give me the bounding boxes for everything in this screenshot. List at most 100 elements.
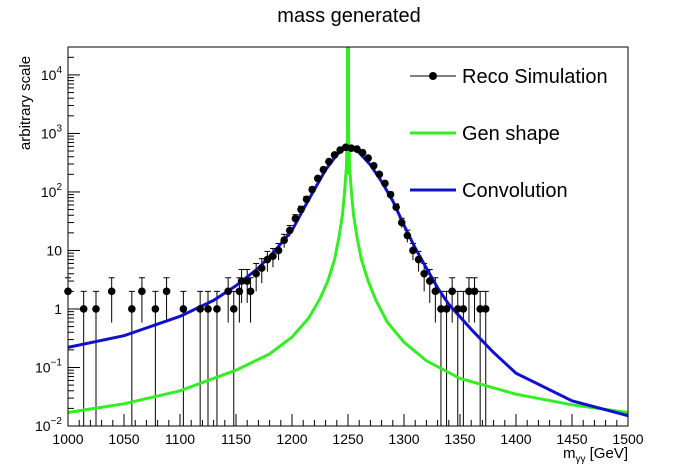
x-axis-label-sub: γγ [575, 454, 585, 465]
y-tick-label: 10−1 [35, 357, 62, 375]
y-tick-label: 1 [54, 301, 62, 317]
reco-point [204, 305, 212, 313]
reco-point [341, 143, 350, 152]
y-tick-label: 103 [41, 123, 63, 141]
legend-label: Convolution [462, 180, 568, 202]
reco-point [224, 287, 232, 296]
x-axis-label: mγγ [GeV] [563, 445, 628, 465]
reco-point [347, 144, 356, 152]
reco-point [237, 277, 246, 285]
x-tick-label: 1050 [108, 431, 139, 447]
reco-point [381, 179, 389, 188]
y-tick-label: 104 [41, 65, 63, 83]
reco-point [257, 264, 266, 272]
reco-point [252, 269, 260, 278]
reco-point [470, 287, 479, 296]
reco-point [128, 305, 136, 313]
reco-point [92, 305, 100, 313]
plot-area [64, 46, 629, 426]
y-tick-base: 10 [46, 242, 62, 258]
y-tick-base: 1 [54, 301, 62, 317]
reco-point [179, 305, 188, 313]
reco-point [263, 255, 272, 264]
reco-point [274, 246, 283, 255]
reco-point [336, 146, 344, 154]
reco-point [476, 305, 484, 313]
reco-point [325, 157, 333, 166]
x-axis-label-main: m [563, 445, 576, 462]
x-tick-label: 1000 [52, 431, 83, 447]
reco-point [358, 148, 367, 157]
y-tick-base: 10 [41, 184, 57, 200]
reco-point [481, 305, 490, 313]
reco-point [285, 226, 294, 235]
x-tick-label: 1450 [556, 431, 587, 447]
y-tick-label: 10−2 [35, 416, 62, 434]
reco-point [302, 195, 311, 204]
legend: Reco Simulation Gen shape Convolution [410, 66, 608, 202]
reco-point [107, 287, 116, 296]
reco-point [330, 151, 339, 159]
x-tick-label: 1350 [444, 431, 475, 447]
reco-point [392, 203, 400, 211]
reco-point [369, 161, 378, 170]
x-tick-label: 1500 [612, 431, 643, 447]
x-tick-label: 1100 [165, 431, 195, 447]
reco-point [196, 305, 204, 313]
reco-point [403, 231, 412, 240]
reco-point [420, 269, 428, 278]
reco-point [246, 287, 255, 296]
reco-point [431, 287, 440, 296]
y-tick-exponent: 4 [56, 65, 62, 76]
reco-point [269, 252, 277, 260]
reco-point [319, 165, 328, 174]
reco-point [213, 305, 221, 313]
reco-point [414, 255, 423, 264]
x-tick-label: 1200 [276, 431, 307, 447]
y-tick-exponent: −2 [51, 416, 63, 427]
reco-point [291, 214, 300, 223]
reco-point [397, 218, 406, 227]
y-axis-label: arbitrary scale [17, 56, 34, 150]
x-tick-label: 1250 [332, 431, 363, 447]
y-tick-base: 10 [35, 418, 51, 434]
reco-point [280, 236, 288, 244]
reco-point [151, 305, 160, 313]
reco-point [409, 246, 417, 255]
reco-point [386, 190, 395, 199]
reco-point [138, 287, 146, 296]
reco-point [442, 305, 451, 313]
reco-point [459, 305, 468, 313]
reco-point [425, 277, 434, 285]
chart-title: mass generated [277, 5, 420, 27]
x-tick-label: 1150 [221, 431, 251, 447]
reco-point [437, 305, 445, 313]
reco-point [313, 174, 322, 183]
reco-point [162, 287, 171, 296]
reco-point [308, 185, 316, 194]
reco-point [229, 305, 238, 313]
y-tick-base: 10 [41, 125, 57, 141]
y-tick-label: 10 [46, 242, 62, 258]
reco-point [375, 170, 384, 179]
y-tick-base: 10 [41, 67, 57, 83]
y-tick-exponent: 2 [56, 182, 62, 193]
legend-marker [429, 72, 437, 80]
legend-label: Gen shape [462, 123, 560, 145]
axes: 1000 1050 1100 1150 1200 1250 1300 1350 1400 1450… [35, 46, 644, 447]
reco-point [448, 287, 456, 296]
reco-point [353, 145, 361, 153]
legend-label: Reco Simulation [462, 66, 608, 88]
reco-point [79, 305, 88, 313]
reco-point [243, 277, 251, 285]
reco-point [235, 287, 244, 296]
x-tick-label: 1300 [388, 431, 419, 447]
y-tick-exponent: 3 [56, 123, 62, 134]
y-tick-label: 102 [41, 182, 63, 200]
reco-point [453, 305, 462, 313]
x-tick-label: 1400 [500, 431, 531, 447]
reco-point [297, 205, 305, 214]
reco-point [364, 154, 372, 162]
y-tick-exponent: −1 [51, 357, 63, 368]
